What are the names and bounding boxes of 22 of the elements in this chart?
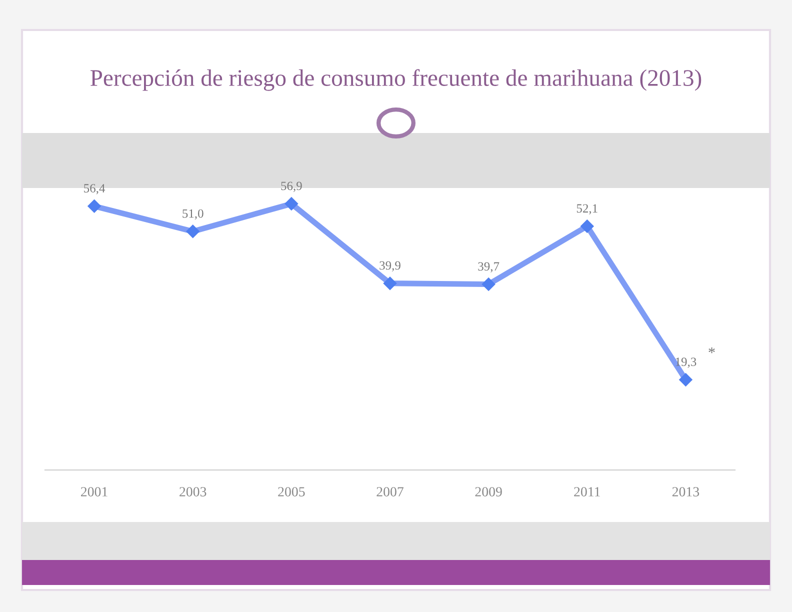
chart-title: Percepción de riesgo de consumo frecuente de marihuana (2013) [90, 69, 702, 91]
data-label: 56,4 [84, 184, 106, 194]
data-label: 52,1 [576, 204, 598, 214]
annotation: * [708, 347, 715, 354]
x-tick-label: 2003 [180, 487, 206, 496]
data-label: 56,9 [281, 182, 302, 192]
x-tick-label: 2001 [81, 487, 108, 496]
x-tick-label: 2007 [376, 487, 404, 496]
point [679, 373, 692, 386]
x-tick-label: 2011 [574, 487, 600, 496]
point [482, 278, 496, 291]
x-tick-label: 2005 [278, 487, 305, 496]
data-label: 39,9 [380, 261, 400, 272]
x-tick-label: 2013 [672, 487, 700, 496]
data-label: 51,0 [182, 209, 204, 220]
x-tick-label: 2009 [475, 487, 502, 496]
point [186, 224, 200, 238]
point [284, 197, 298, 210]
point [383, 276, 397, 290]
point [580, 220, 594, 233]
point [88, 200, 101, 213]
data-label: 39,7 [478, 262, 500, 272]
